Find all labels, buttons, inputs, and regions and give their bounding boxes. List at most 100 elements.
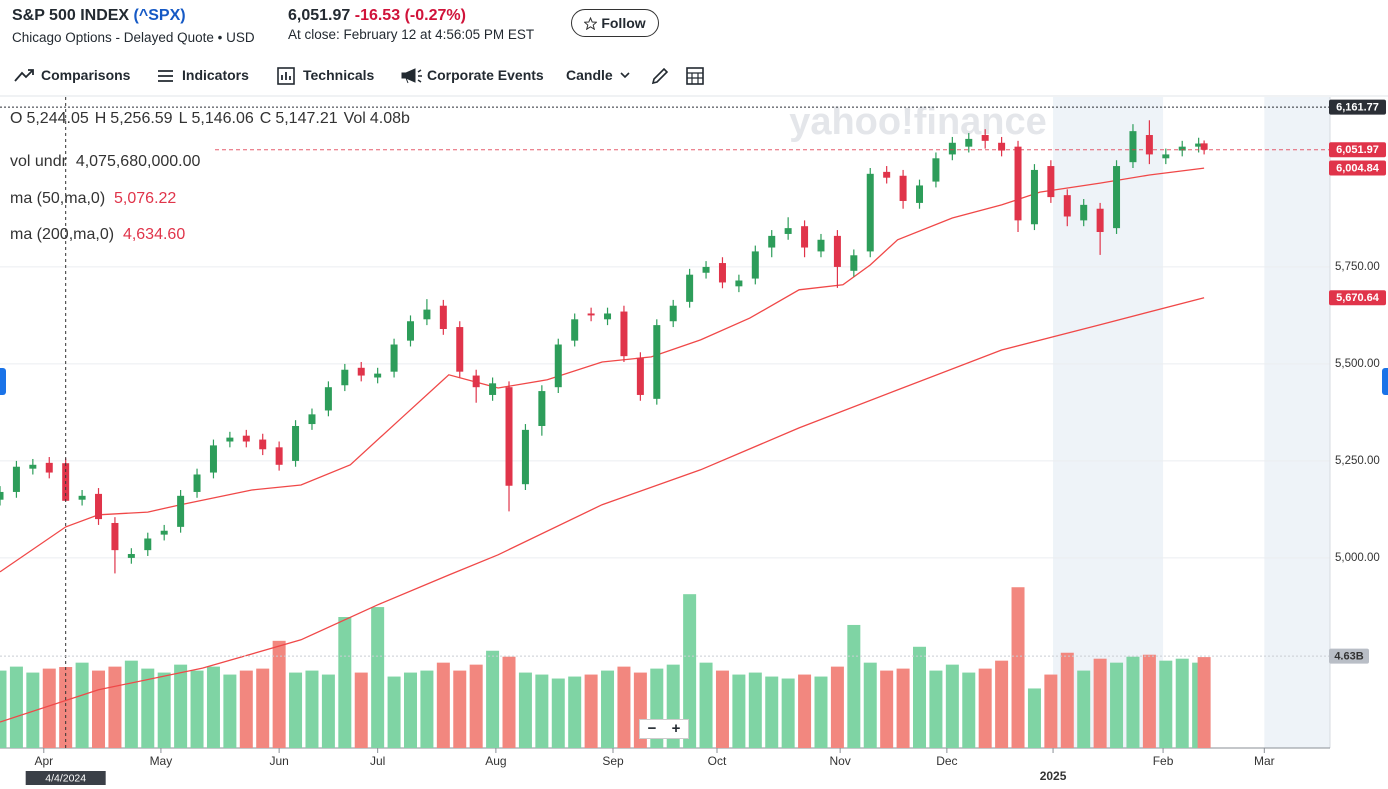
candle-body [144,538,152,551]
candle-body [916,185,924,203]
volume-bar [748,672,762,748]
period-shade [1264,97,1330,748]
volume-bar [1142,654,1156,748]
candle-body [1047,166,1055,198]
price-label: 5,670.64 [1336,292,1380,304]
price-label: 6,161.77 [1336,102,1379,114]
volume-bar [551,678,565,748]
volume-bar [403,672,417,748]
volume-bar [124,660,138,748]
volume-bar [157,672,171,748]
candle-body [1063,195,1071,217]
ma50-legend: ma (50,ma,0) 5,076.22 [10,190,176,208]
zoom-out[interactable]: − [647,720,657,737]
x-tick-label: Nov [829,754,850,768]
x-tick-label: Mar [1254,754,1275,768]
y-tick-label: 5,750.00 [1335,261,1380,273]
volume-legend-name: vol undr [10,153,67,170]
table-icon[interactable] [686,66,706,86]
zoom-in[interactable]: + [671,720,681,737]
technicals-button[interactable]: Technicals [303,67,375,83]
volume-bar [1011,587,1025,748]
right-panel-tab[interactable] [1382,368,1388,395]
candle-body [439,305,447,330]
y-tick-label: 5,500.00 [1335,358,1380,370]
candle-body [308,414,316,425]
volume-bar [256,668,270,748]
candle-body [242,435,250,442]
follow-label: Follow [601,15,646,31]
comparisons-button[interactable]: Comparisons [41,67,131,83]
candle-body [1030,169,1038,225]
candle-body [571,319,579,341]
x-tick-label: Aug [485,754,506,768]
volume-bar [732,674,746,748]
moving-average [0,297,1205,723]
volume-bar [1175,658,1189,748]
crosshair-label-box [25,771,106,785]
candle-body [1200,143,1208,150]
candle-body [292,425,300,461]
watermark: yahoo!finance [789,101,1047,143]
volume-bar [469,664,483,748]
volume-bar [190,670,204,748]
ma-name: ma (50,ma,0) [10,190,106,207]
ohlc-key: L [178,110,188,127]
events-icon [401,68,422,84]
x-tick-label: Apr [34,754,53,768]
candle-body [686,274,694,302]
candle-body [357,367,365,376]
volume-bar [453,670,467,748]
change: -16.53 [354,7,401,24]
volume-bar [239,670,253,748]
indicators-button[interactable]: Indicators [182,67,249,83]
y-tick-label: 5,000.00 [1335,552,1380,564]
candle-body [965,138,973,147]
volume-bar [206,666,220,748]
candle-body [1129,131,1137,163]
corporate-events-button[interactable]: Corporate Events [427,67,544,83]
volume-bar [929,670,943,748]
candle-body [702,266,710,273]
x-tick-label: Feb [1153,754,1174,768]
left-panel-tab[interactable] [0,368,6,395]
candle-body [406,321,414,341]
volume-bar [0,670,7,748]
draw-icon[interactable] [650,66,670,86]
volume-bar [683,594,697,748]
candle-body [1178,146,1186,151]
candle-body [127,554,135,558]
volume-bar [9,666,23,748]
candle-body [275,447,283,465]
price-label-box [1329,142,1386,158]
candle-body [866,173,874,252]
candle-body [0,491,4,500]
candle-body [883,171,891,178]
volume-bar [715,670,729,748]
candle-body [111,522,119,551]
candle-body [12,466,20,492]
volume-legend-value: 4,075,680,000.00 [75,153,201,170]
candle-body [78,495,86,500]
volume-bar [1110,662,1124,748]
candle-body [1162,154,1170,159]
ohlc-value: 5,146.06 [191,110,254,127]
chevron [620,72,630,79]
candle-body [850,255,858,271]
candle-body [1195,143,1203,147]
symbol-name: S&P 500 INDEX [12,7,130,24]
volume-bar [863,662,877,748]
chart-type-button[interactable]: Candle [566,67,613,83]
volume-bar [518,672,532,748]
ohlc-key: H [94,110,107,127]
volume-bar [814,676,828,748]
follow-button[interactable]: Follow [571,9,659,37]
volume-bar [59,667,73,748]
price-label-box [1329,160,1386,176]
volume-bar [1044,674,1058,748]
volume-label: 4.63B [1334,651,1363,663]
volume-bar [1060,652,1074,748]
volume-bar [289,672,303,748]
candle-body [1113,166,1121,229]
